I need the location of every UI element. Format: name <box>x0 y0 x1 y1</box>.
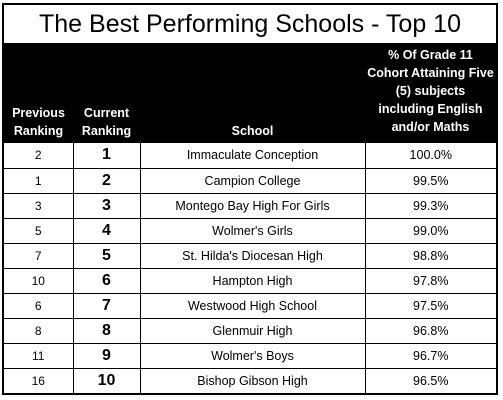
school-cell: Hampton High <box>139 267 366 294</box>
header-row: Previous Ranking Current Ranking School … <box>4 45 496 143</box>
school-cell: Bishop Gibson High <box>139 367 366 393</box>
previous-ranking-cell: 3 <box>4 192 74 219</box>
table-row: 1 2 Campion College 99.5% <box>4 167 496 194</box>
table-row: 6 7 Westwood High School 97.5% <box>4 292 496 319</box>
table-row: 10 6 Hampton High 97.8% <box>4 267 496 294</box>
school-cell: Immaculate Conception <box>139 143 366 169</box>
current-ranking-cell: 5 <box>72 242 141 269</box>
previous-ranking-cell: 8 <box>4 317 74 344</box>
table-row: 16 10 Bishop Gibson High 96.5% <box>4 367 496 393</box>
table-row: 2 1 Immaculate Conception 100.0% <box>4 143 496 169</box>
current-ranking-cell: 9 <box>72 342 141 369</box>
header-percent: % Of Grade 11 Cohort Attaining Five (5) … <box>365 45 496 143</box>
percent-cell: 96.7% <box>364 342 496 369</box>
header-current-ranking: Current Ranking <box>73 45 140 143</box>
table-row: 5 4 Wolmer's Girls 99.0% <box>4 217 496 244</box>
percent-cell: 99.5% <box>364 167 496 194</box>
previous-ranking-cell: 2 <box>4 143 74 169</box>
current-ranking-cell: 3 <box>72 192 141 219</box>
previous-ranking-cell: 7 <box>4 242 74 269</box>
current-ranking-cell: 4 <box>72 217 141 244</box>
school-cell: Westwood High School <box>139 292 366 319</box>
current-ranking-cell: 7 <box>72 292 141 319</box>
previous-ranking-cell: 11 <box>4 342 74 369</box>
school-cell: Campion College <box>139 167 366 194</box>
rankings-table: Previous Ranking Current Ranking School … <box>4 45 496 393</box>
percent-cell: 98.8% <box>364 242 496 269</box>
table-row: 3 3 Montego Bay High For Girls 99.3% <box>4 192 496 219</box>
table-row: 8 8 Glenmuir High 96.8% <box>4 317 496 344</box>
current-ranking-cell: 6 <box>72 267 141 294</box>
percent-cell: 97.5% <box>364 292 496 319</box>
rankings-table-container: The Best Performing Schools - Top 10 Pre… <box>2 3 498 395</box>
percent-cell: 99.3% <box>364 192 496 219</box>
table-row: 11 9 Wolmer's Boys 96.7% <box>4 342 496 369</box>
header-previous-ranking: Previous Ranking <box>4 45 73 143</box>
percent-cell: 99.0% <box>364 217 496 244</box>
previous-ranking-cell: 6 <box>4 292 74 319</box>
school-cell: St. Hilda's Diocesan High <box>139 242 366 269</box>
school-cell: Montego Bay High For Girls <box>139 192 366 219</box>
previous-ranking-cell: 1 <box>4 167 74 194</box>
percent-cell: 96.5% <box>364 367 496 393</box>
school-cell: Glenmuir High <box>139 317 366 344</box>
current-ranking-cell: 1 <box>72 143 141 169</box>
table-title: The Best Performing Schools - Top 10 <box>4 5 496 45</box>
current-ranking-cell: 2 <box>72 167 141 194</box>
current-ranking-cell: 10 <box>72 367 141 393</box>
table-row: 7 5 St. Hilda's Diocesan High 98.8% <box>4 242 496 269</box>
school-cell: Wolmer's Boys <box>139 342 366 369</box>
header-school: School <box>140 45 365 143</box>
school-cell: Wolmer's Girls <box>139 217 366 244</box>
percent-cell: 100.0% <box>364 143 496 169</box>
previous-ranking-cell: 5 <box>4 217 74 244</box>
previous-ranking-cell: 10 <box>4 267 74 294</box>
percent-cell: 96.8% <box>364 317 496 344</box>
previous-ranking-cell: 16 <box>4 367 74 393</box>
percent-cell: 97.8% <box>364 267 496 294</box>
current-ranking-cell: 8 <box>72 317 141 344</box>
